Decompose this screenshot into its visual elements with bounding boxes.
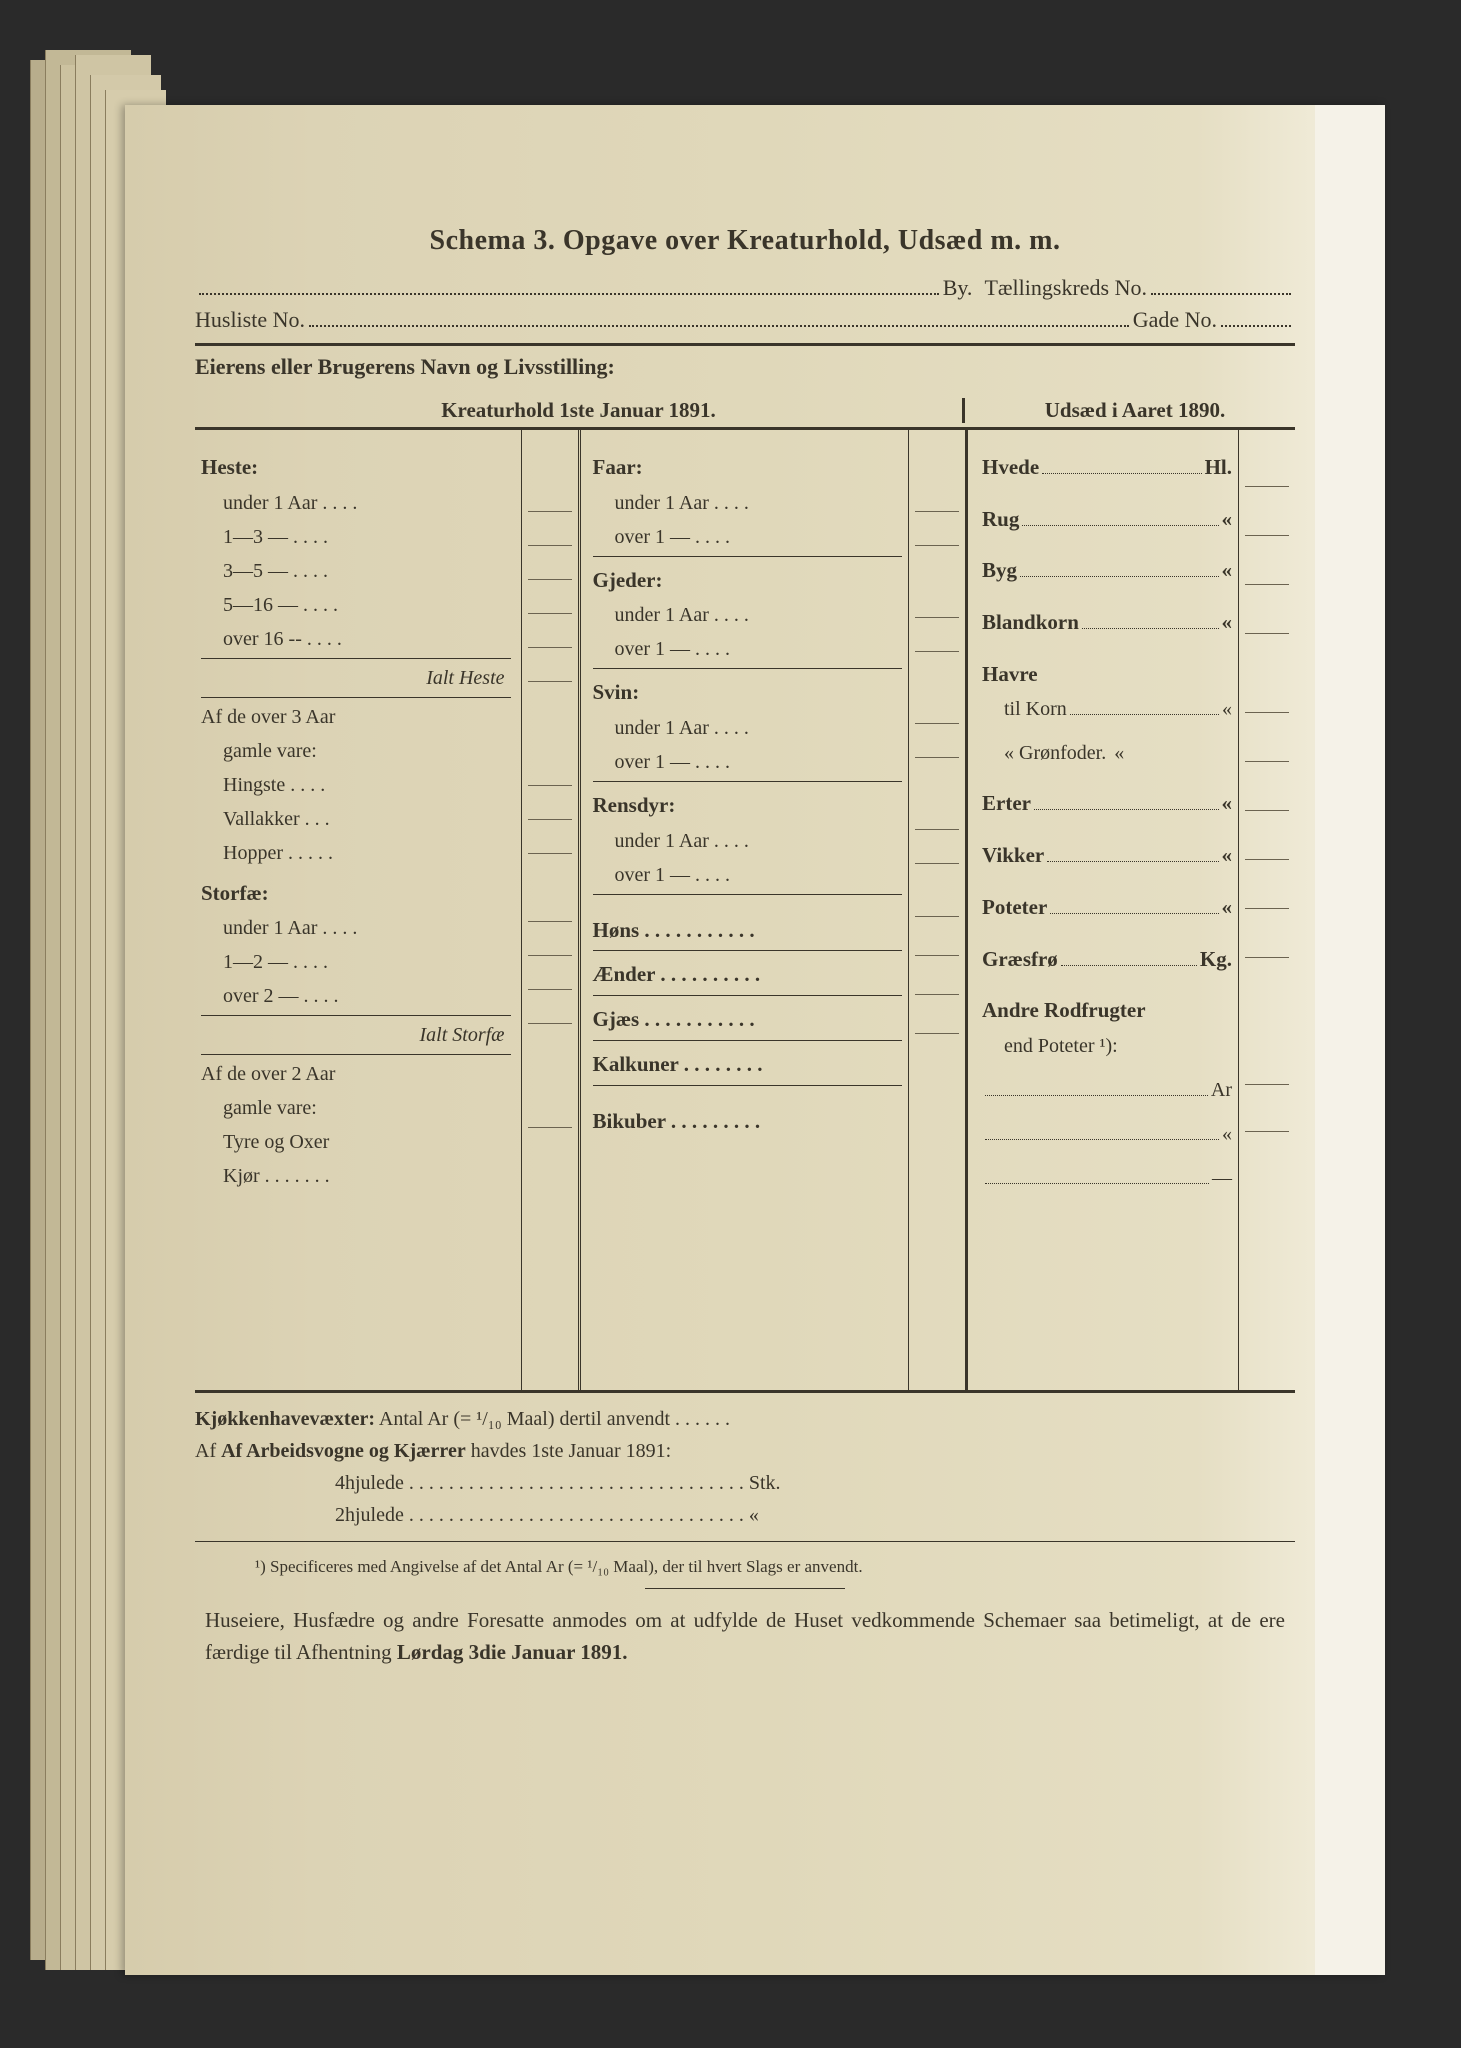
column-2: Faar: under 1 Aar . . . . over 1 — . . .… bbox=[581, 430, 910, 1390]
row: Vallakker . . . bbox=[201, 802, 511, 836]
hvede-label: Hvede bbox=[982, 450, 1039, 486]
rule bbox=[195, 1541, 1295, 1542]
schema-title: Schema 3. Opgave over Kreaturhold, Udsæd… bbox=[195, 225, 1295, 257]
til-korn: til Korn bbox=[1004, 692, 1067, 726]
ialt-heste: Ialt Heste bbox=[201, 661, 511, 695]
row: 5—16 — . . . . bbox=[201, 588, 511, 622]
closing-date: Lørdag 3die Januar 1891. bbox=[397, 1640, 628, 1664]
footer-section: Kjøkkenhavevæxter: Antal Ar (= ¹/₁₀ Maal… bbox=[195, 1403, 1295, 1531]
gade-label: Gade No. bbox=[1133, 307, 1217, 333]
storfae-header: Storfæ: bbox=[201, 876, 511, 912]
blandkorn-label: Blandkorn bbox=[982, 605, 1079, 641]
section-left-title: Kreaturhold 1ste Januar 1891. bbox=[195, 398, 962, 423]
column-3-values bbox=[1239, 430, 1295, 1390]
kjokken-label: Kjøkkenhavevæxter: bbox=[195, 1408, 375, 1430]
owner-label: Eierens eller Brugerens Navn og Livsstil… bbox=[195, 354, 1295, 380]
gamle-vare-2: gamle vare: bbox=[201, 1091, 511, 1125]
row: over 2 — . . . . bbox=[201, 979, 511, 1013]
bikuber-row: Bikuber . . . . . . . . . bbox=[593, 1104, 903, 1140]
ar-unit: Ar bbox=[1211, 1073, 1232, 1107]
4hjulede: 4hjulede . . . . . . . . . . . . . . . .… bbox=[195, 1467, 1295, 1499]
rug-label: Rug bbox=[982, 502, 1019, 538]
footnote: ¹) Specificeres med Angivelse af det Ant… bbox=[255, 1556, 1255, 1578]
section-headers: Kreaturhold 1ste Januar 1891. Udsæd i Aa… bbox=[195, 398, 1295, 423]
row: over 1 — . . . . bbox=[593, 858, 903, 892]
af-over-3: Af de over 3 Aar bbox=[201, 700, 511, 734]
row: under 1 Aar . . . . bbox=[593, 486, 903, 520]
section-right-title: Udsæd i Aaret 1890. bbox=[962, 398, 1295, 423]
header-row-2: Husliste No. Gade No. bbox=[195, 307, 1295, 333]
hons-row: Høns . . . . . . . . . . . bbox=[593, 913, 903, 949]
aender-row: Ænder . . . . . . . . . . bbox=[593, 957, 903, 993]
row: over 1 — . . . . bbox=[593, 632, 903, 666]
row: under 1 Aar . . . . bbox=[593, 711, 903, 745]
gjaes-row: Gjæs . . . . . . . . . . . bbox=[593, 1002, 903, 1038]
row: 1—2 — . . . . bbox=[201, 945, 511, 979]
gamle-vare: gamle vare: bbox=[201, 734, 511, 768]
row: under 1 Aar . . . . bbox=[201, 911, 511, 945]
kg-unit: Kg. bbox=[1200, 942, 1232, 978]
husliste-label: Husliste No. bbox=[195, 307, 305, 333]
gjeder-header: Gjeder: bbox=[593, 563, 903, 599]
2hjulede: 2hjulede . . . . . . . . . . . . . . . .… bbox=[195, 1499, 1295, 1531]
taellingskreds-label: Tællingskreds No. bbox=[984, 275, 1147, 301]
svin-header: Svin: bbox=[593, 675, 903, 711]
row: Hopper . . . . . bbox=[201, 836, 511, 870]
ialt-storfae: Ialt Storfæ bbox=[201, 1018, 511, 1052]
arbeids-text: havdes 1ste Januar 1891: bbox=[466, 1440, 672, 1462]
gronfoder: « Grønfoder. bbox=[1004, 736, 1106, 770]
arbeidsvogne-label: Af Arbeidsvogne og Kjærrer bbox=[221, 1440, 466, 1462]
af-over-2: Af de over 2 Aar bbox=[201, 1057, 511, 1091]
row: over 1 — . . . . bbox=[593, 520, 903, 554]
column-1-values bbox=[522, 430, 581, 1390]
havre-label: Havre bbox=[982, 657, 1232, 693]
column-2-values bbox=[909, 430, 968, 1390]
rule bbox=[645, 1588, 845, 1589]
row: under 1 Aar . . . . bbox=[201, 486, 511, 520]
column-1: Heste: under 1 Aar . . . . 1—3 — . . . .… bbox=[195, 430, 522, 1390]
row: under 1 Aar . . . . bbox=[593, 824, 903, 858]
row: 1—3 — . . . . bbox=[201, 520, 511, 554]
kalkuner-row: Kalkuner . . . . . . . . bbox=[593, 1047, 903, 1083]
poteter-label: Poteter bbox=[982, 890, 1047, 926]
rensdyr-header: Rensdyr: bbox=[593, 788, 903, 824]
page-stack: Schema 3. Opgave over Kreaturhold, Udsæd… bbox=[30, 40, 1410, 2000]
row: 3—5 — . . . . bbox=[201, 554, 511, 588]
column-3: HvedeHl. Rug« Byg« Blandkorn« Havre til … bbox=[968, 430, 1239, 1390]
row: under 1 Aar . . . . bbox=[593, 598, 903, 632]
heste-header: Heste: bbox=[201, 450, 511, 486]
byg-label: Byg bbox=[982, 553, 1017, 589]
kjokken-text: Antal Ar (= ¹/₁₀ Maal) dertil anvendt . … bbox=[375, 1408, 730, 1430]
row: Hingste . . . . bbox=[201, 768, 511, 802]
rule bbox=[195, 343, 1295, 346]
vikker-label: Vikker bbox=[982, 838, 1044, 874]
andre-rodfrugter: Andre Rodfrugter bbox=[982, 993, 1232, 1029]
closing-text: Huseiere, Husfædre og andre Foresatte an… bbox=[205, 1605, 1285, 1668]
row: over 1 — . . . . bbox=[593, 745, 903, 779]
end-poteter: end Poteter ¹): bbox=[982, 1029, 1232, 1063]
by-label: By. bbox=[943, 275, 973, 301]
document-page: Schema 3. Opgave over Kreaturhold, Udsæd… bbox=[125, 105, 1385, 1975]
faar-header: Faar: bbox=[593, 450, 903, 486]
hl-unit: Hl. bbox=[1205, 450, 1232, 486]
graesfro-label: Græsfrø bbox=[982, 942, 1058, 978]
header-row-1: By. Tællingskreds No. bbox=[195, 275, 1295, 301]
row: Kjør . . . . . . . bbox=[201, 1159, 511, 1193]
row: over 16 -- . . . . bbox=[201, 622, 511, 656]
row: Tyre og Oxer bbox=[201, 1125, 511, 1159]
erter-label: Erter bbox=[982, 786, 1031, 822]
main-table: Heste: under 1 Aar . . . . 1—3 — . . . .… bbox=[195, 427, 1295, 1393]
